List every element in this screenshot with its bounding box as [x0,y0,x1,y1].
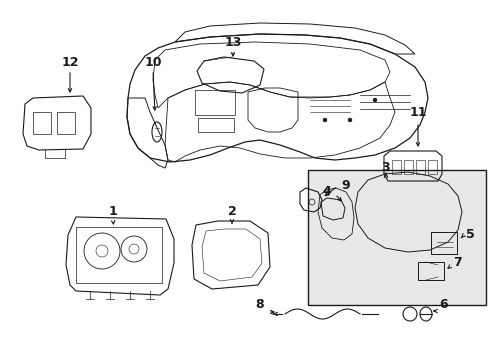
Text: 5: 5 [465,228,473,240]
Circle shape [372,98,376,102]
Bar [76,227,162,283]
Bar [417,262,443,280]
Text: 11: 11 [408,107,426,120]
Bar [403,160,412,174]
Text: 2: 2 [227,206,236,219]
Bar [33,112,51,134]
Text: 10: 10 [144,55,162,68]
Text: 3: 3 [381,162,389,175]
Text: 9: 9 [341,180,349,193]
Text: 12: 12 [61,55,79,68]
Text: 8: 8 [255,298,264,311]
Text: 6: 6 [439,297,447,310]
Bar [195,90,235,115]
Bar [57,112,75,134]
Text: 4: 4 [322,185,331,198]
Text: 7: 7 [453,256,462,270]
Bar [198,118,234,132]
Bar [427,160,436,174]
Bar [430,232,456,254]
Bar [391,160,400,174]
Circle shape [347,118,351,122]
Text: 13: 13 [224,36,241,49]
Bar [307,170,485,305]
Circle shape [323,118,326,122]
Text: 1: 1 [108,206,117,219]
Bar [415,160,424,174]
